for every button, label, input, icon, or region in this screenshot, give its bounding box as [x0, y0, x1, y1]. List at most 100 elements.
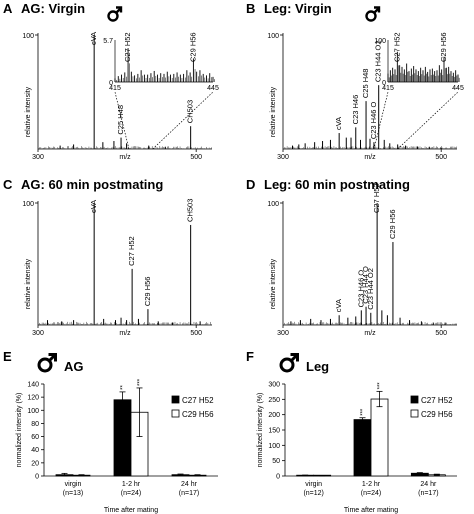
y-tick-label: 140	[27, 382, 39, 389]
bar-chart-e: 0 20 40 60 80 100 120 140 normalized intensity (…	[16, 378, 218, 514]
y-tick-label: 250	[268, 397, 280, 404]
peak-label: C27 H52	[127, 236, 136, 266]
y-tick-label: 100	[268, 443, 280, 450]
spectrum-chart-b: 100 300 500 m/z relative intensity cVA C23 H46…	[267, 32, 464, 161]
peak-label: C23 H46 O	[369, 101, 378, 139]
category-label: (n=12)	[303, 490, 323, 497]
y-tick-label: 100	[22, 201, 34, 208]
y-axis-label: relative intensity	[270, 86, 277, 137]
inset-y-tick-label: 100	[374, 38, 386, 45]
inset-x-tick-label: 415	[109, 85, 121, 92]
x-axis-label: Time after mating	[344, 507, 398, 514]
inset-y-tick-label: 5.7	[103, 38, 113, 45]
legend-swatch	[171, 409, 180, 418]
panel-title-c: AG: 60 min postmating	[21, 177, 163, 192]
peak-label: C29 H56	[388, 209, 397, 239]
category-label: (n=13)	[63, 490, 83, 497]
inset-y-tick-label: 0	[109, 80, 113, 87]
male-symbol-icon	[365, 6, 381, 22]
category-label: virgin	[305, 481, 322, 488]
peak-label: C29 H56	[143, 277, 152, 307]
significance-label: **	[121, 385, 127, 390]
peak-label: cVA	[334, 299, 343, 312]
peak-label: CH503	[186, 199, 195, 222]
significance-label: ***	[378, 382, 384, 390]
inset-x-tick-label: 445	[452, 85, 464, 92]
y-tick-label: 50	[272, 458, 280, 465]
x-tick-label: 300	[277, 154, 289, 161]
peak-label: C23 H44 O2	[366, 268, 375, 310]
category-label: 24 hr	[181, 481, 198, 488]
y-tick-label: 0	[35, 474, 39, 481]
legend-swatch	[171, 395, 180, 404]
y-tick-label: 40	[31, 447, 39, 454]
y-tick-label: 20	[31, 460, 39, 467]
significance-label: ***	[138, 378, 144, 386]
legend-label: C29 H56	[421, 410, 453, 419]
y-tick-label: 60	[31, 434, 39, 441]
y-tick-label: 120	[27, 395, 39, 402]
x-axis-label: m/z	[119, 330, 131, 337]
inset-peak-label: C27 H52	[392, 32, 401, 62]
y-tick-label: 300	[268, 382, 280, 389]
panel-letter-d: D	[246, 177, 255, 192]
spectrum-chart-c: 100 300 500 m/z relative intensity cVA C27 H52…	[22, 199, 212, 337]
x-tick-label: 300	[277, 330, 289, 337]
peak-label: C25 H48	[361, 69, 370, 99]
zoom-guide-line	[373, 91, 389, 150]
peak-label: CH503	[186, 100, 195, 123]
bar	[113, 399, 132, 477]
x-tick-label: 500	[190, 330, 202, 337]
significance-label: ***	[361, 408, 367, 416]
panel-title-e: AG	[64, 359, 84, 374]
male-symbol-icon	[279, 353, 299, 373]
zoom-guide-line	[114, 91, 130, 150]
category-label: 1-2 hr	[122, 481, 141, 488]
y-tick-label: 200	[268, 412, 280, 419]
x-tick-label: 500	[190, 154, 202, 161]
peak-label: cVA	[334, 117, 343, 130]
x-axis-label: Time after mating	[104, 507, 158, 514]
zoom-guide-line	[397, 91, 459, 150]
category-label: virgin	[65, 481, 82, 488]
peak-label: C27 H52	[372, 183, 381, 213]
peak-label: C23 H44 O2	[374, 40, 383, 82]
inset-x-tick-label: 415	[382, 85, 394, 92]
peak-label: C25 H48	[116, 105, 125, 135]
panel-title-b: Leg: Virgin	[264, 1, 332, 16]
panel-title-d: Leg: 60 min postmating	[264, 177, 410, 192]
bar-chart-f: 0 50 100 150 200 250 300 normalized intensity (…	[257, 382, 457, 514]
x-axis-label: m/z	[364, 330, 376, 337]
inset-peak-label: C29 H56	[188, 32, 197, 62]
inset-y-tick-label: 0	[382, 80, 386, 87]
male-symbol-icon	[107, 6, 123, 22]
y-axis-label: normalized intensity (%)	[16, 393, 23, 468]
legend-swatch	[410, 395, 419, 404]
y-axis-label: relative intensity	[25, 258, 32, 309]
male-symbol-icon	[37, 353, 57, 373]
peak-label: C23 H46	[351, 95, 360, 125]
inset-peak-label: C27 H52	[123, 32, 132, 62]
x-tick-label: 300	[32, 154, 44, 161]
y-axis-label: normalized intensity (%)	[257, 393, 264, 468]
x-tick-label: 500	[435, 330, 447, 337]
spectrum-chart-d: 100 300 500 m/z relative intensity cVA C23 H46…	[267, 183, 457, 337]
spectrum-chart-a: 100 300 500 m/z relative intensity cVA C25 H48…	[22, 32, 219, 161]
y-tick-label: 80	[31, 421, 39, 428]
peak-label: cVA	[89, 200, 98, 213]
y-tick-label: 100	[267, 33, 279, 40]
panel-title-f: Leg	[306, 359, 329, 374]
inset-peak-label: C29 H56	[439, 32, 448, 62]
y-axis-label: relative intensity	[25, 86, 32, 137]
y-tick-label: 0	[276, 474, 280, 481]
panel-letter-f: F	[246, 349, 254, 364]
category-label: (n=17)	[418, 490, 438, 497]
inset-x-tick-label: 445	[207, 85, 219, 92]
y-tick-label: 100	[267, 201, 279, 208]
y-tick-label: 100	[27, 408, 39, 415]
peak-label: cVA	[89, 32, 98, 45]
panel-letter-e: E	[3, 349, 12, 364]
category-label: 24 hr	[420, 481, 437, 488]
x-axis-label: m/z	[364, 154, 376, 161]
bar	[353, 419, 372, 477]
